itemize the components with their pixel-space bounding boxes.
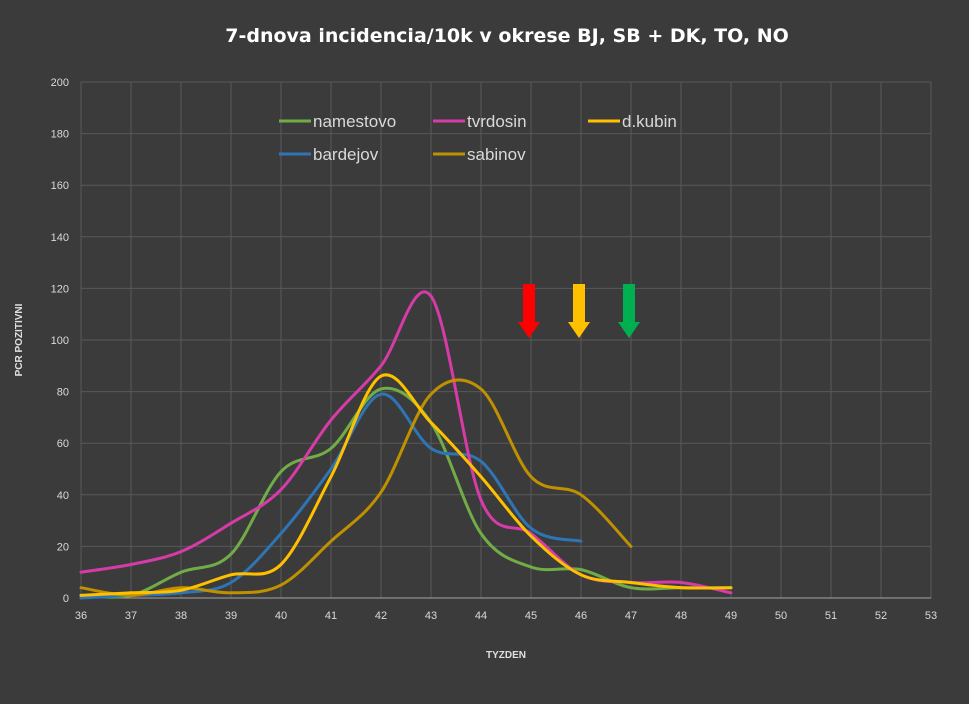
x-tick-label: 39 <box>225 610 237 622</box>
annotation-arrows <box>518 284 640 338</box>
chart-title: 7-dnova incidencia/10k v okrese BJ, SB +… <box>225 25 789 47</box>
series-line-bardejov <box>79 392 583 600</box>
y-tick-label: 120 <box>51 283 69 295</box>
legend-label: d.kubin <box>622 112 677 131</box>
x-tick-label: 38 <box>175 610 187 622</box>
y-tick-label: 160 <box>51 180 69 192</box>
x-tick-label: 43 <box>425 610 437 622</box>
y-tick-label: 0 <box>63 593 69 605</box>
arrow-down-marker <box>618 284 640 338</box>
x-tick-label: 50 <box>775 610 787 622</box>
y-tick-label: 200 <box>51 77 69 89</box>
y-tick-label: 180 <box>51 129 69 141</box>
legend-label: bardejov <box>313 145 379 164</box>
x-tick-label: 36 <box>75 610 87 622</box>
x-tick-label: 45 <box>525 610 537 622</box>
series-line-sabinov <box>79 378 633 597</box>
y-tick-labels: 0 20 40 60 80 100 120 140 160 180 200 <box>51 77 69 605</box>
series-line-namestovo <box>79 386 733 599</box>
x-tick-labels: 36 37 38 39 40 41 42 43 44 45 46 47 48 49 50 51 52 53 <box>75 610 937 622</box>
x-tick-label: 47 <box>625 610 637 622</box>
y-tick-label: 140 <box>51 232 69 244</box>
x-tick-label: 37 <box>125 610 137 622</box>
x-tick-label: 46 <box>575 610 587 622</box>
x-tick-label: 41 <box>325 610 337 622</box>
y-axis-title: PCR POZITIVNI <box>14 303 25 376</box>
legend-label: namestovo <box>313 112 396 131</box>
arrow-down-marker <box>518 284 540 338</box>
x-tick-label: 51 <box>825 610 837 622</box>
x-tick-label: 53 <box>925 610 937 622</box>
y-tick-label: 60 <box>57 438 69 450</box>
y-tick-label: 80 <box>57 387 69 399</box>
y-tick-label: 20 <box>57 541 69 553</box>
gridlines <box>80 81 932 599</box>
legend-label: sabinov <box>467 145 526 164</box>
legend-label: tvrdosin <box>467 112 527 131</box>
arrow-down-marker <box>568 284 590 338</box>
y-tick-label: 40 <box>57 490 69 502</box>
series-lines <box>79 290 733 600</box>
series-line-d-kubin <box>79 373 733 597</box>
x-tick-label: 40 <box>275 610 287 622</box>
y-tick-label: 100 <box>51 335 69 347</box>
x-tick-label: 42 <box>375 610 387 622</box>
x-tick-label: 48 <box>675 610 687 622</box>
legend: namestovo tvrdosin d.kubin bardejov sabinov <box>279 112 677 164</box>
x-axis-title: TYZDEN <box>486 650 526 661</box>
x-tick-label: 52 <box>875 610 887 622</box>
x-tick-label: 49 <box>725 610 737 622</box>
x-tick-label: 44 <box>475 610 487 622</box>
